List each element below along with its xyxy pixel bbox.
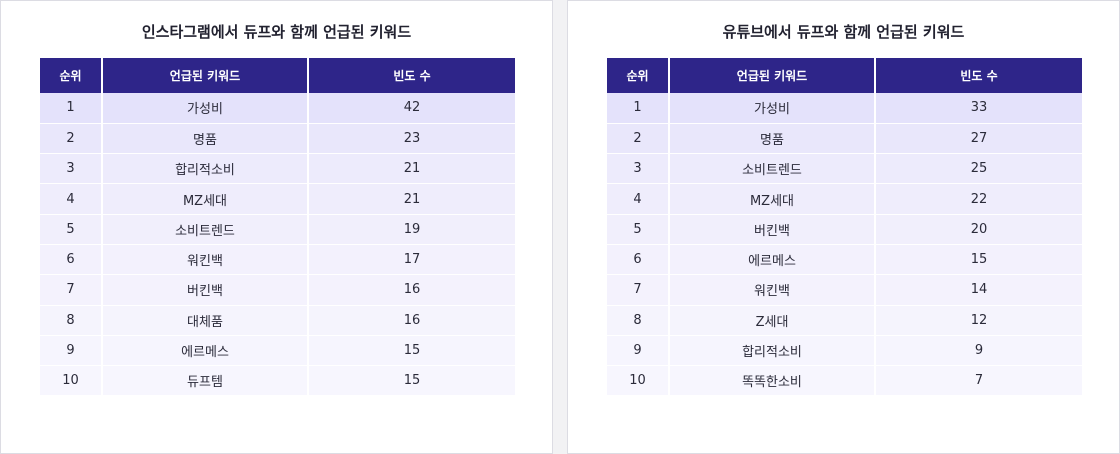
rank-cell: 2 [40,123,103,155]
table-row: 5 소비트렌드 19 [40,214,515,245]
rank-cell: 5 [40,214,103,245]
youtube-keyword-panel: 유튜브에서 듀프와 함께 언급된 키워드 순위 언급된 키워드 빈도 수 1 가성… [567,0,1120,454]
table-row: 8 Z세대 12 [607,305,1082,336]
rank-cell: 10 [40,365,103,397]
instagram-keyword-panel: 인스타그램에서 듀프와 함께 언급된 키워드 순위 언급된 키워드 빈도 수 1… [0,0,553,454]
table-row: 1 가성비 33 [607,93,1082,124]
count-cell: 15 [875,244,1082,276]
header-count: 빈도 수 [875,58,1082,93]
count-cell: 15 [308,365,515,397]
keyword-cell: 합리적소비 [102,153,309,185]
count-cell: 33 [875,93,1082,124]
table-row: 1 가성비 42 [40,93,515,124]
count-cell: 27 [875,123,1082,155]
keyword-cell: 합리적소비 [669,335,876,367]
table-row: 7 워킨백 14 [607,274,1082,306]
rank-cell: 7 [607,274,670,306]
keyword-cell: 명품 [102,123,309,155]
keyword-cell: 버킨백 [669,214,876,245]
keyword-cell: 에르메스 [669,244,876,276]
table-row: 7 버킨백 16 [40,274,515,306]
keyword-cell: 가성비 [669,93,876,124]
keyword-cell: 소비트렌드 [102,214,309,245]
rank-cell: 3 [40,153,103,185]
rank-cell: 6 [607,244,670,276]
header-keyword: 언급된 키워드 [102,58,309,93]
keyword-cell: 대체품 [102,305,309,336]
count-cell: 14 [875,274,1082,306]
table-row: 10 듀프템 15 [40,365,515,397]
keyword-cell: 버킨백 [102,274,309,306]
keyword-cell: 똑똑한소비 [669,365,876,397]
table-row: 10 똑똑한소비 7 [607,365,1082,397]
keyword-cell: 듀프템 [102,365,309,397]
header-keyword: 언급된 키워드 [669,58,876,93]
rank-cell: 1 [607,93,670,124]
table-row: 8 대체품 16 [40,305,515,336]
rank-cell: 5 [607,214,670,245]
rank-cell: 7 [40,274,103,306]
count-cell: 9 [875,335,1082,367]
keyword-cell: 소비트렌드 [669,153,876,185]
rank-cell: 9 [607,335,670,367]
count-cell: 15 [308,335,515,367]
keyword-cell: Z세대 [669,305,876,336]
table-row: 2 명품 27 [607,123,1082,155]
keyword-cell: 워킨백 [669,274,876,306]
rank-cell: 8 [607,305,670,336]
keyword-cell: MZ세대 [669,183,876,215]
rank-cell: 1 [40,93,103,124]
rank-cell: 4 [40,183,103,215]
table-row: 6 워킨백 17 [40,244,515,276]
count-cell: 7 [875,365,1082,397]
table-row: 3 합리적소비 21 [40,153,515,185]
count-cell: 25 [875,153,1082,185]
keyword-cell: 가성비 [102,93,309,124]
count-cell: 23 [308,123,515,155]
count-cell: 16 [308,274,515,306]
count-cell: 17 [308,244,515,276]
table-row: 4 MZ세대 22 [607,183,1082,215]
rank-cell: 9 [40,335,103,367]
count-cell: 22 [875,183,1082,215]
table-row: 9 합리적소비 9 [607,335,1082,367]
keyword-cell: MZ세대 [102,183,309,215]
count-cell: 19 [308,214,515,245]
keyword-cell: 워킨백 [102,244,309,276]
table-header-row: 순위 언급된 키워드 빈도 수 [607,58,1082,93]
rank-cell: 8 [40,305,103,336]
header-rank: 순위 [40,58,103,93]
header-count: 빈도 수 [308,58,515,93]
rank-cell: 4 [607,183,670,215]
count-cell: 20 [875,214,1082,245]
table-row: 3 소비트렌드 25 [607,153,1082,185]
count-cell: 42 [308,93,515,124]
rank-cell: 3 [607,153,670,185]
table-row: 2 명품 23 [40,123,515,155]
keyword-cell: 명품 [669,123,876,155]
table-row: 6 에르메스 15 [607,244,1082,276]
table-header-row: 순위 언급된 키워드 빈도 수 [40,58,515,93]
instagram-table-title: 인스타그램에서 듀프와 함께 언급된 키워드 [141,23,412,41]
table-row: 5 버킨백 20 [607,214,1082,245]
keyword-cell: 에르메스 [102,335,309,367]
table-row: 9 에르메스 15 [40,335,515,367]
rank-cell: 6 [40,244,103,276]
header-rank: 순위 [607,58,670,93]
rank-cell: 10 [607,365,670,397]
table-row: 4 MZ세대 21 [40,183,515,215]
count-cell: 12 [875,305,1082,336]
count-cell: 21 [308,183,515,215]
youtube-table-title: 유튜브에서 듀프와 함께 언급된 키워드 [722,23,965,41]
count-cell: 16 [308,305,515,336]
count-cell: 21 [308,153,515,185]
rank-cell: 2 [607,123,670,155]
